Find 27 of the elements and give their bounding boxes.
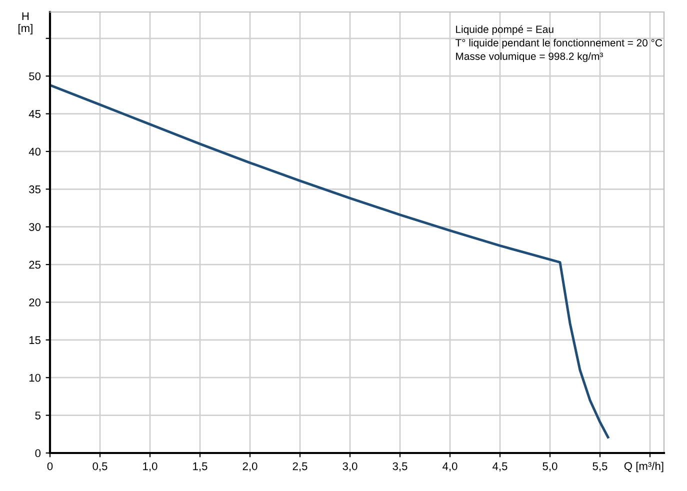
y-tick-label: 15 bbox=[29, 336, 41, 344]
x-tick-label: 1,5 bbox=[193, 462, 208, 472]
x-axis-title: Q [m³/h] bbox=[624, 462, 664, 472]
x-tick-label: 1,0 bbox=[143, 462, 158, 472]
y-axis-title: H [m] bbox=[18, 12, 32, 34]
y-tick-label: 50 bbox=[29, 72, 41, 80]
y-tick-label: 45 bbox=[28, 110, 41, 118]
line-series bbox=[50, 84, 610, 438]
y-tick-label: 35 bbox=[29, 185, 41, 194]
x-tick-label: 5,5 bbox=[592, 462, 608, 472]
y-tick-label: 0 bbox=[35, 449, 41, 458]
x-tick-label: 2,0 bbox=[242, 462, 258, 472]
y-tick-label: 25 bbox=[29, 260, 41, 269]
x-tick-label: 5,0 bbox=[542, 462, 558, 472]
x-tick-label: 2,5 bbox=[292, 462, 308, 472]
x-tick-label: 3,5 bbox=[392, 462, 408, 472]
y-tick-label: 20 bbox=[29, 298, 41, 306]
y-tick-label: 30 bbox=[29, 223, 41, 231]
x-tick-label: 0,5 bbox=[92, 462, 108, 472]
y-tick-label: 5 bbox=[35, 412, 41, 420]
y-tick-label: 40 bbox=[28, 148, 41, 156]
y-tick-label: 10 bbox=[29, 374, 41, 382]
x-tick-label: 4,5 bbox=[492, 462, 508, 472]
x-tick-label: 4,0 bbox=[442, 462, 458, 472]
annotation: Liquide pompé = Eau T° liquide pendant le fonctionnement = 20 °C Masse volumique = 998.2 kg/m³ bbox=[455, 25, 662, 62]
x-tick-label: 0 bbox=[47, 462, 53, 470]
x-tick-label: 3,0 bbox=[342, 462, 358, 472]
